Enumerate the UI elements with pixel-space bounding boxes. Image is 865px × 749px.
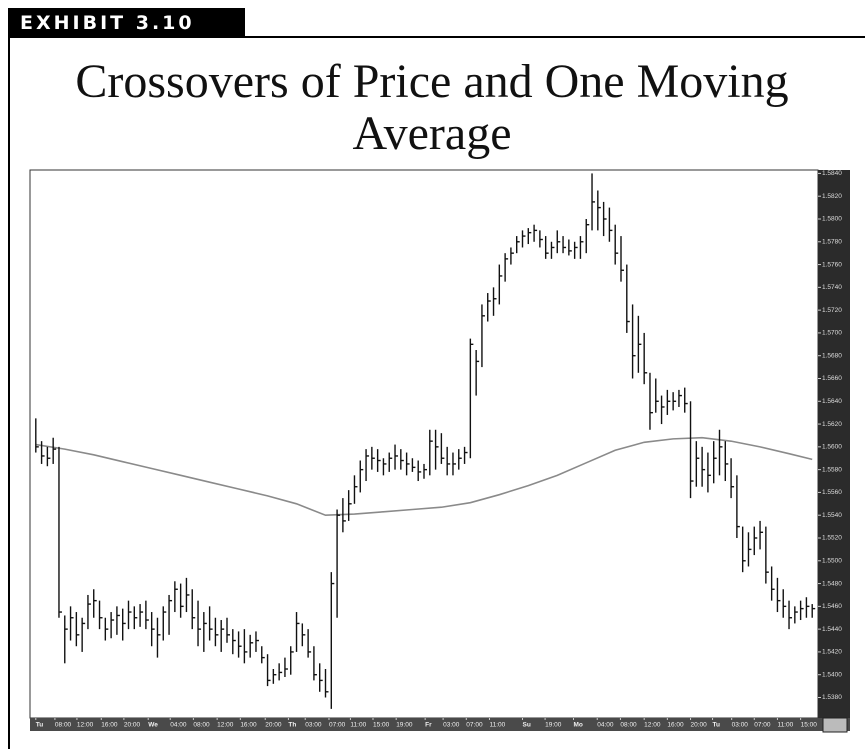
y-tick-label: 1.5660	[822, 375, 842, 382]
y-tick-label: 1.5500	[822, 557, 842, 564]
y-tick-label: 1.5420	[822, 649, 842, 656]
y-axis-strip	[818, 170, 850, 718]
y-tick-label: 1.5440	[822, 626, 842, 633]
exhibit-label: EXHIBIT 3.10	[8, 8, 245, 38]
marks: 1.5380 1.5400 1.5420 1.5440 1.5460 1.5480 1.55…	[35, 170, 842, 729]
y-tick-label: 1.5820	[822, 193, 842, 200]
x-tick-label: Tu	[36, 722, 43, 729]
moving-average-line	[35, 436, 813, 517]
x-tick-label: Th	[288, 722, 296, 729]
x-tick-label: 04:00	[597, 722, 614, 729]
y-tick-label: 1.5680	[822, 352, 842, 359]
x-tick-label: 03:00	[443, 722, 460, 729]
x-tick-label: 20:00	[124, 722, 141, 729]
x-tick-label: 11:00	[777, 722, 793, 729]
x-tick-label: We	[148, 722, 158, 729]
x-tick-label: 19:00	[545, 722, 562, 729]
x-tick-label: 16:00	[667, 722, 684, 729]
y-tick-label: 1.5620	[822, 421, 842, 428]
y-tick-label: 1.5840	[822, 170, 842, 177]
y-tick-label: 1.5640	[822, 398, 842, 405]
y-tick-label: 1.5600	[822, 444, 842, 451]
plot-area	[29, 169, 819, 719]
x-tick-label: Tu	[713, 722, 720, 729]
x-tick-label: 11:00	[350, 722, 366, 729]
y-tick-label: 1.5460	[822, 603, 842, 610]
x-tick-label: Su	[523, 722, 531, 729]
y-tick-label: 1.5540	[822, 512, 842, 519]
y-tick-label: 1.5560	[822, 489, 842, 496]
y-tick-label: 1.5740	[822, 284, 842, 291]
x-tick-label: 08:00	[193, 722, 210, 729]
y-tick-label: 1.5480	[822, 580, 842, 587]
y-tick-label: 1.5380	[822, 694, 842, 701]
x-tick-label: 07:00	[754, 722, 771, 729]
y-tick-label: 1.5580	[822, 466, 842, 473]
x-tick-label: 12:00	[644, 722, 661, 729]
x-tick-label: 15:00	[801, 722, 818, 729]
y-tick-label: 1.5700	[822, 330, 842, 337]
x-axis-strip	[30, 718, 850, 731]
x-tick-label: 03:00	[305, 722, 322, 729]
x-tick-label: Fr	[425, 722, 432, 729]
y-tick-label: 1.5720	[822, 307, 842, 314]
x-tick-label: 07:00	[329, 722, 346, 729]
x-tick-label: Mo	[573, 722, 582, 729]
scroll-button	[822, 717, 848, 733]
x-tick-label: 08:00	[55, 722, 72, 729]
x-tick-label: 15:00	[373, 722, 390, 729]
x-tick-label: 20:00	[691, 722, 708, 729]
x-tick-label: 04:00	[170, 722, 187, 729]
x-tick-label: 11:00	[489, 722, 505, 729]
x-tick-label: 16:00	[101, 722, 118, 729]
x-tick-label: 08:00	[620, 722, 637, 729]
chart-title: Crossovers of Price and One Moving Avera…	[75, 55, 789, 160]
y-tick-label: 1.5400	[822, 671, 842, 678]
x-tick-label: 12:00	[217, 722, 234, 729]
x-tick-label: 07:00	[466, 722, 483, 729]
x-tick-label: 12:00	[77, 722, 94, 729]
y-tick-label: 1.5520	[822, 535, 842, 542]
x-tick-label: 20:00	[265, 722, 282, 729]
x-tick-label: 16:00	[240, 722, 257, 729]
y-tick-label: 1.5800	[822, 216, 842, 223]
x-tick-label: 19:00	[396, 722, 413, 729]
y-tick-label: 1.5780	[822, 238, 842, 245]
y-tick-label: 1.5760	[822, 261, 842, 268]
x-tick-label: 03:00	[732, 722, 749, 729]
